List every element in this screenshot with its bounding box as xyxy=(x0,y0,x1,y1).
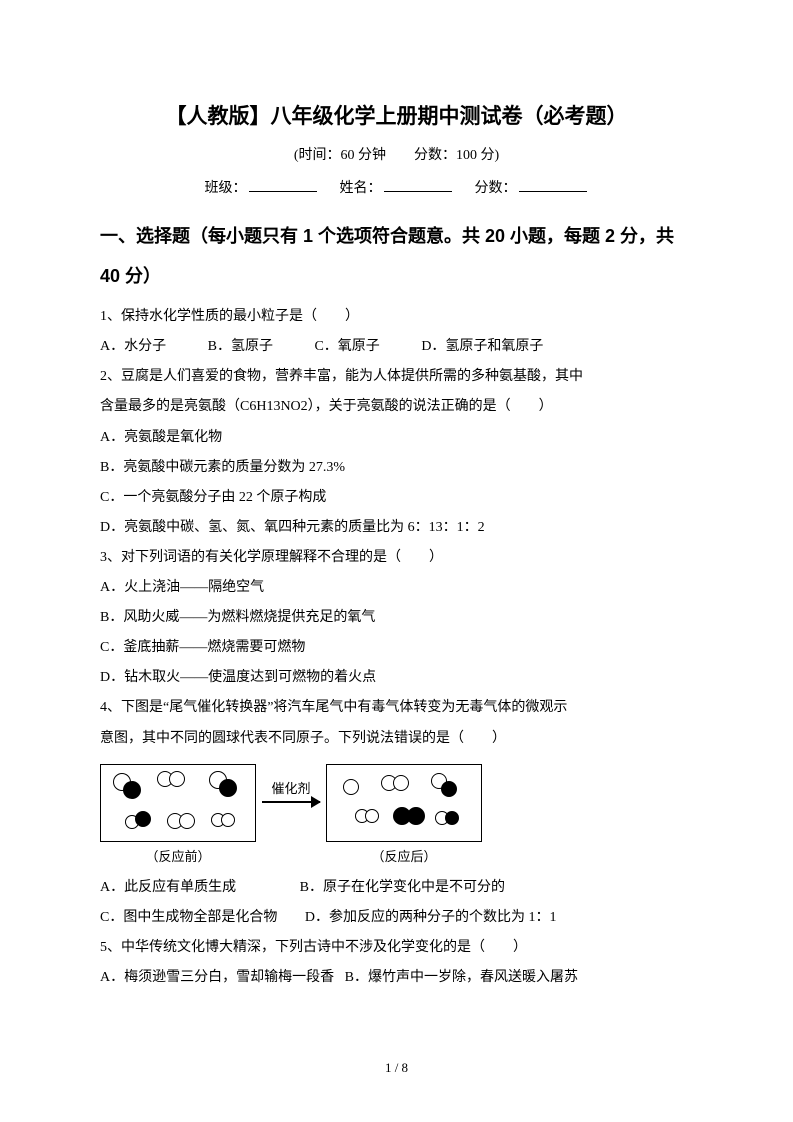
q2-opt-a: A．亮氨酸是氧化物 xyxy=(100,423,693,453)
diagram-box-before xyxy=(100,764,256,842)
diagram-captions: （反应前） （反应后） xyxy=(100,846,693,865)
q3-opt-c: C．釜底抽薪——燃烧需要可燃物 xyxy=(100,633,693,663)
blank-class[interactable] xyxy=(249,176,317,192)
q5-opt-a: A．梅须逊雪三分白，雪却输梅一段香 xyxy=(100,963,334,993)
exam-title: 【人教版】八年级化学上册期中测试卷（必考题） xyxy=(100,100,693,130)
caption-before: （反应前） xyxy=(100,846,256,865)
q4-diagram: 催化剂 xyxy=(100,764,693,842)
q5-opt-b: B．爆竹声中一岁除，春风送暖入屠苏 xyxy=(345,963,578,993)
label-name: 姓名： xyxy=(340,181,382,196)
blank-name[interactable] xyxy=(384,176,452,192)
diagram-arrow: 催化剂 xyxy=(256,792,326,813)
q4-line2: 意图，其中不同的圆球代表不同原子。下列说法错误的是（ ） xyxy=(100,724,693,754)
q1-opt-a: A．水分子 xyxy=(100,332,166,362)
q4-line1: 4、下图是“尾气催化转换器”将汽车尾气中有毒气体转变为无毒气体的微观示 xyxy=(100,693,693,723)
blank-score[interactable] xyxy=(519,176,587,192)
q1-opt-b: B．氢原子 xyxy=(208,332,273,362)
q2-opt-d: D．亮氨酸中碳、氢、氮、氧四种元素的质量比为 6：13：1：2 xyxy=(100,513,693,543)
page-container: 【人教版】八年级化学上册期中测试卷（必考题） (时间：60 分钟 分数：100 … xyxy=(0,0,793,1033)
q2-opt-c: C．一个亮氨酸分子由 22 个原子构成 xyxy=(100,483,693,513)
page-footer: 1 / 8 xyxy=(0,1060,793,1076)
q3-stem: 3、对下列词语的有关化学原理解释不合理的是（ ） xyxy=(100,543,693,573)
diagram-box-after xyxy=(326,764,482,842)
q1-stem: 1、保持水化学性质的最小粒子是（ ） xyxy=(100,302,693,332)
q3-opt-a: A．火上浇油——隔绝空气 xyxy=(100,573,693,603)
q1-opt-d: D．氢原子和氧原子 xyxy=(421,332,543,362)
q5-stem: 5、中华传统文化博大精深，下列古诗中不涉及化学变化的是（ ） xyxy=(100,933,693,963)
q4-opt-b: B．原子在化学变化中是不可分的 xyxy=(300,873,505,903)
q5-options: A．梅须逊雪三分白，雪却输梅一段香 B．爆竹声中一岁除，春风送暖入屠苏 xyxy=(100,963,693,993)
label-score: 分数： xyxy=(475,181,517,196)
section-1-heading: 一、选择题（每小题只有 1 个选项符合题意。共 20 小题，每题 2 分，共 4… xyxy=(100,217,693,296)
q2-line2: 含量最多的是亮氨酸（C6H13NO2），关于亮氨酸的说法正确的是（ ） xyxy=(100,392,693,422)
q4-options-row1: A．此反应有单质生成 B．原子在化学变化中是不可分的 xyxy=(100,873,693,903)
student-info-line: 班级： 姓名： 分数： xyxy=(100,176,693,197)
q2-opt-b: B．亮氨酸中碳元素的质量分数为 27.3% xyxy=(100,453,693,483)
q4-opt-a: A．此反应有单质生成 xyxy=(100,873,236,903)
q4-opt-d: D．参加反应的两种分子的个数比为 1：1 xyxy=(305,903,557,933)
q4-options-row2: C．图中生成物全部是化合物 D．参加反应的两种分子的个数比为 1：1 xyxy=(100,903,693,933)
q3-opt-d: D．钻木取火——使温度达到可燃物的着火点 xyxy=(100,663,693,693)
q1-options: A．水分子 B．氢原子 C．氧原子 D．氢原子和氧原子 xyxy=(100,332,693,362)
q3-opt-b: B．风助火威——为燃料燃烧提供充足的氧气 xyxy=(100,603,693,633)
caption-after: （反应后） xyxy=(326,846,482,865)
q4-opt-c: C．图中生成物全部是化合物 xyxy=(100,903,277,933)
arrow-icon xyxy=(262,801,320,803)
arrow-label: 催化剂 xyxy=(256,778,326,797)
q1-opt-c: C．氧原子 xyxy=(314,332,379,362)
exam-subtitle: (时间：60 分钟 分数：100 分) xyxy=(100,144,693,164)
q2-line1: 2、豆腐是人们喜爱的食物，营养丰富，能为人体提供所需的多种氨基酸，其中 xyxy=(100,362,693,392)
label-class: 班级： xyxy=(205,181,247,196)
